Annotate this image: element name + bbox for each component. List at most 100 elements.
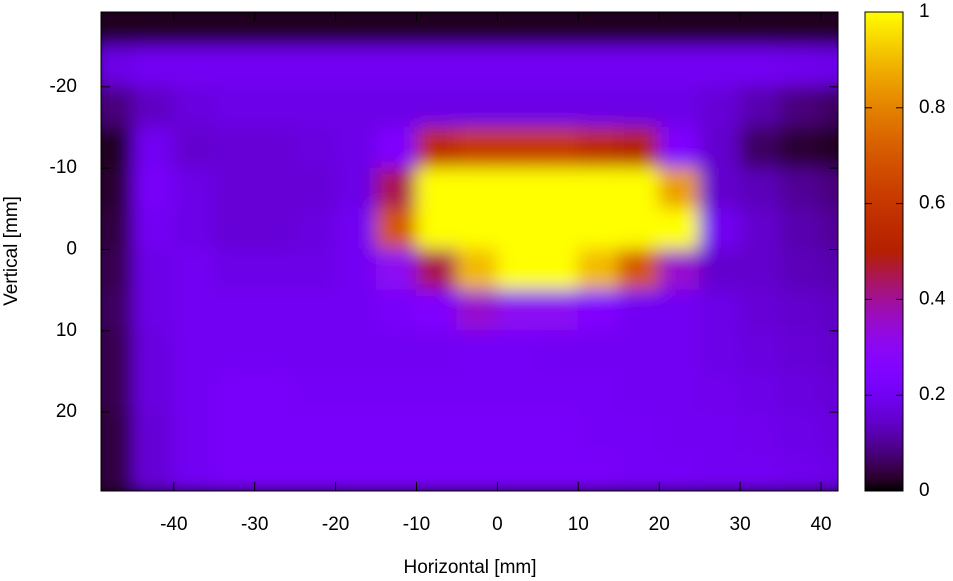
heatmap-cell <box>132 86 175 128</box>
heatmap-cell <box>132 45 175 88</box>
heatmap-cell <box>213 452 256 491</box>
heatmap-cell <box>213 411 256 454</box>
heatmap-cell <box>132 12 175 47</box>
heatmap-cell <box>739 208 782 250</box>
heatmap-cell <box>496 12 539 47</box>
heatmap-cell <box>132 126 175 169</box>
colorbar-tick-label: 0 <box>919 480 930 501</box>
heatmap-cell <box>780 126 822 169</box>
heatmap-cell <box>375 370 418 413</box>
heatmap-cell <box>101 45 134 88</box>
heatmap-cell <box>618 12 660 47</box>
heatmap-cell <box>254 167 296 210</box>
heatmap-cell <box>699 126 741 169</box>
heatmap-cell <box>820 126 838 169</box>
heatmap-cell <box>173 370 215 413</box>
heatmap-cell <box>173 289 215 332</box>
colorbar-tick-label: 0.4 <box>919 288 946 309</box>
heatmap-cell <box>375 411 418 454</box>
heatmap-cell <box>496 330 539 372</box>
heatmap-cell <box>254 289 296 332</box>
heatmap-cell <box>780 208 822 250</box>
heatmap-cell <box>537 248 579 291</box>
heatmap-cell <box>213 208 256 250</box>
heatmap-cell <box>375 248 418 291</box>
heatmap-cell <box>416 167 458 210</box>
heatmap-cell <box>213 370 256 413</box>
heatmap-cell <box>739 126 782 169</box>
heatmap-cell <box>577 126 620 169</box>
heatmap-cell <box>416 126 458 169</box>
colorbar-tick-label: 1 <box>919 1 930 22</box>
heatmap-cell <box>294 86 337 128</box>
heatmap-cell <box>456 452 498 491</box>
heatmap-cell <box>173 167 215 210</box>
heatmap-cell <box>173 45 215 88</box>
heatmap-cell <box>294 167 337 210</box>
heatmap-cell <box>254 370 296 413</box>
heatmap-cells <box>101 12 838 491</box>
heatmap-cell <box>375 330 418 372</box>
heatmap-cell <box>699 45 741 88</box>
heatmap-cell <box>618 289 660 332</box>
heatmap-cell <box>577 411 620 454</box>
heatmap-cell <box>101 86 134 128</box>
heatmap-cell <box>820 289 838 332</box>
heatmap-cell <box>101 452 134 491</box>
y-axis-label: Vertical [mm] <box>1 196 22 306</box>
x-tick-label: 40 <box>810 514 831 535</box>
heatmap-cell <box>739 370 782 413</box>
y-tick-label: 0 <box>66 238 77 259</box>
heatmap-cell <box>416 330 458 372</box>
heatmap-cell <box>132 370 175 413</box>
heatmap-cell <box>335 289 377 332</box>
heatmap-cell <box>496 289 539 332</box>
heatmap-cell <box>456 126 498 169</box>
heatmap-cell <box>820 86 838 128</box>
colorbar <box>864 11 904 492</box>
heatmap-cell <box>213 248 256 291</box>
heatmap-cell <box>577 208 620 250</box>
heatmap-cell <box>416 370 458 413</box>
heatmap-cell <box>375 208 418 250</box>
heatmap-cell <box>335 12 377 47</box>
heatmap-cell <box>739 330 782 372</box>
heatmap-cell <box>699 289 741 332</box>
heatmap-cell <box>496 208 539 250</box>
heatmap-cell <box>618 452 660 491</box>
heatmap-cell <box>699 452 741 491</box>
heatmap-cell <box>577 452 620 491</box>
heatmap-cell <box>496 126 539 169</box>
heatmap-cell <box>101 126 134 169</box>
heatmap-cell <box>780 45 822 88</box>
heatmap-cell <box>294 126 337 169</box>
heatmap-cell <box>416 452 458 491</box>
heatmap-cell <box>456 330 498 372</box>
heatmap-cell <box>416 12 458 47</box>
heatmap-cell <box>537 411 579 454</box>
heatmap-cell <box>496 370 539 413</box>
heatmap-cell <box>213 126 256 169</box>
heatmap-cell <box>739 86 782 128</box>
heatmap-cell <box>537 208 579 250</box>
heatmap-cell <box>699 167 741 210</box>
heatmap-cell <box>537 370 579 413</box>
heatmap-cell <box>335 208 377 250</box>
heatmap-cell <box>537 330 579 372</box>
x-tick-label: 20 <box>649 514 670 535</box>
heatmap-cell <box>739 289 782 332</box>
heatmap-cell <box>213 167 256 210</box>
heatmap <box>101 12 838 491</box>
heatmap-cell <box>456 248 498 291</box>
heatmap-cell <box>577 330 620 372</box>
x-tick-label: 30 <box>730 514 751 535</box>
heatmap-cell <box>132 289 175 332</box>
heatmap-cell <box>132 452 175 491</box>
heatmap-cell <box>496 411 539 454</box>
heatmap-cell <box>658 248 701 291</box>
heatmap-cell <box>496 86 539 128</box>
heatmap-cell <box>658 167 701 210</box>
heatmap-cell <box>132 411 175 454</box>
heatmap-cell <box>254 248 296 291</box>
heatmap-cell <box>254 12 296 47</box>
